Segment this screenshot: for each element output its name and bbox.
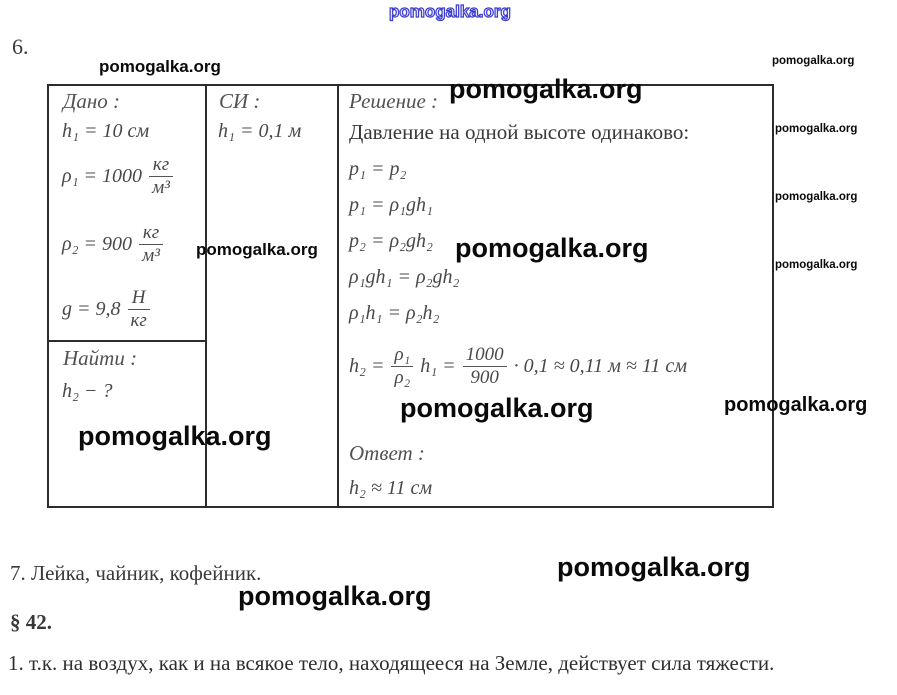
fraction-numerator: кг [139, 222, 163, 245]
watermark: pomogalka.org [775, 123, 858, 135]
fraction-denominator: м³ [152, 176, 170, 198]
fraction-denominator: 900 [470, 366, 499, 388]
watermark: pomogalka.org [238, 581, 432, 611]
watermark: pomogalka.org [775, 259, 858, 271]
fraction-denominator: кг [130, 309, 147, 331]
problem-6-label: 6. [12, 34, 29, 59]
given-rho1-value: ρ₁ = 1000 [62, 164, 143, 187]
answer-title: Ответ : [349, 441, 425, 465]
table-divider [49, 340, 205, 342]
table-divider [337, 86, 339, 506]
find-target: h₂ − ? [62, 380, 113, 402]
fraction-numerator: Н [127, 287, 150, 310]
solution-eq3: p₂ = ρ₂gh₂ [349, 230, 433, 252]
answer-7-text: 7. Лейка, чайник, кофейник. [10, 561, 262, 585]
final-result: · 0,1 ≈ 0,11 м ≈ 11 см [513, 354, 688, 377]
given-rho2: ρ₂ = 900 кг м³ [62, 216, 163, 272]
given-title: Дано : [63, 89, 121, 113]
table-divider [205, 86, 207, 506]
watermark: pomogalka.org [99, 57, 221, 76]
given-g-unit-fraction: Н кг [127, 287, 150, 331]
final-mid: h₁ = [420, 354, 456, 377]
solution-statement: Давление на одной высоте одинаково: [349, 120, 690, 144]
watermark: pomogalka.org [772, 55, 855, 67]
find-title: Найти : [63, 346, 138, 370]
given-rho2-value: ρ₂ = 900 [62, 232, 133, 255]
fraction-denominator: м³ [142, 244, 160, 266]
fraction-numerator: ρ₁ [391, 344, 414, 367]
si-title: СИ : [219, 89, 261, 113]
fraction-numerator: 1000 [462, 344, 507, 367]
solution-eq5: ρ₁h₁ = ρ₂h₂ [349, 302, 440, 324]
final-lhs: h₂ = [349, 354, 385, 377]
solution-title: Решение : [349, 89, 439, 113]
watermark: pomogalka.org [775, 191, 858, 203]
fraction-numerator: кг [149, 154, 173, 177]
given-g-value: g = 9,8 [62, 297, 121, 320]
watermark: pomogalka.org [557, 552, 751, 582]
solution-final-equation: h₂ = ρ₁ ρ₂ h₁ = 1000 900 · 0,1 ≈ 0,11 м … [349, 336, 687, 396]
watermark: pomogalka.org [455, 233, 649, 263]
watermark: pomogalka.org [449, 74, 643, 104]
watermark-top: pomogalka.org [388, 1, 511, 21]
watermark: pomogalka.org [196, 240, 318, 259]
watermark: pomogalka.org [400, 393, 594, 423]
given-rho1-unit-fraction: кг м³ [149, 154, 173, 198]
final-density-fraction: ρ₁ ρ₂ [391, 344, 414, 388]
given-h1: h₁ = 10 см [62, 120, 150, 142]
solution-eq2: p₁ = ρ₁gh₁ [349, 194, 433, 216]
given-rho2-unit-fraction: кг м³ [139, 222, 163, 266]
solution-table: Дано : h₁ = 10 см ρ₁ = 1000 кг м³ ρ₂ = 9… [47, 84, 774, 508]
watermark: pomogalka.org [78, 421, 272, 451]
given-g: g = 9,8 Н кг [62, 282, 150, 336]
solution-eq1: p₁ = p₂ [349, 158, 407, 180]
solution-eq4: ρ₁gh₁ = ρ₂gh₂ [349, 266, 460, 288]
answer-1-text: 1. т.к. на воздух, как и на всякое тело,… [8, 651, 775, 675]
answer-value: h₂ ≈ 11 см [349, 477, 433, 499]
final-number-fraction: 1000 900 [462, 344, 507, 388]
watermark: pomogalka.org [724, 394, 868, 416]
fraction-denominator: ρ₂ [394, 366, 411, 388]
si-h1: h₁ = 0,1 м [218, 120, 302, 142]
section-heading: § 42. [10, 610, 52, 634]
given-rho1: ρ₁ = 1000 кг м³ [62, 148, 173, 204]
